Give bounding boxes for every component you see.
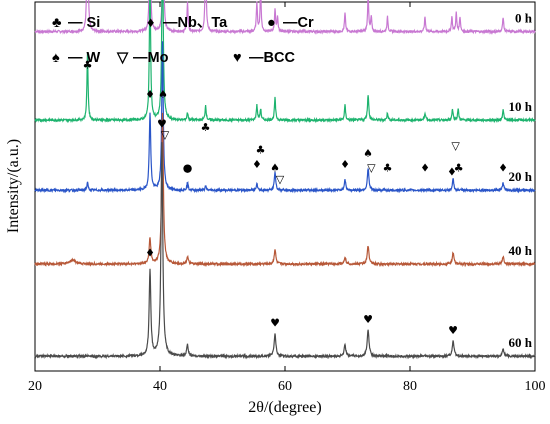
peak-marker-0-4: ● bbox=[183, 162, 193, 175]
legend-label-5: —BCC bbox=[249, 50, 295, 66]
peak-marker-0-1: ♦ bbox=[145, 88, 155, 101]
series-line-2 bbox=[34, 41, 536, 194]
peak-marker-0-16: ▽ bbox=[451, 140, 460, 153]
x-axis-label: 2θ/(degree) bbox=[248, 399, 321, 416]
peak-marker-0-14: ♦ bbox=[420, 162, 430, 175]
peak-marker-0-2: ♠ bbox=[158, 88, 168, 101]
x-tick-label-1: 40 bbox=[153, 379, 167, 394]
peak-marker-4-3: ♥ bbox=[363, 313, 373, 326]
peak-marker-4-1: ♥ bbox=[157, 118, 167, 131]
legend-symbol-1: ♦ bbox=[147, 15, 154, 31]
y-axis-label: Intensity/(a.u.) bbox=[5, 139, 22, 233]
peak-marker-0-6: ♦ bbox=[252, 158, 262, 171]
peak-marker-0-11: ♠ bbox=[363, 147, 373, 160]
peak-marker-0-8: ♠ bbox=[270, 162, 280, 175]
series-line-1 bbox=[34, 0, 536, 124]
peak-marker-0-10: ♦ bbox=[340, 158, 350, 171]
series-label-2: 20 h bbox=[509, 169, 533, 184]
legend-label-4: —Mo bbox=[133, 50, 169, 66]
legend-symbol-0: ♣ bbox=[52, 15, 62, 31]
series-label-3: 40 h bbox=[509, 243, 533, 258]
peak-markers: ♣♦ ♠▽●♣♦♣♠▽♦♠▽ ♣ ♦ ♦▽♣ ♦♦♥♥ ♥♥ bbox=[83, 58, 508, 337]
legend: ♣ — Si ♦ —Nb、Ta ● —Cr ♠ — W ▽ —Mo ♥ —BCC bbox=[52, 15, 314, 66]
legend-symbol-4: ▽ bbox=[116, 50, 129, 66]
series-line-3 bbox=[34, 112, 536, 268]
peak-marker-0-5: ♣ bbox=[201, 121, 211, 134]
peak-marker-0-9: ▽ bbox=[276, 173, 285, 186]
series-line-0 bbox=[34, 0, 536, 35]
legend-symbol-5: ♥ bbox=[233, 50, 242, 66]
series-line-4 bbox=[34, 142, 536, 360]
peak-marker-0-15: ♦ bbox=[447, 165, 457, 178]
series-label-1: 10 h bbox=[509, 99, 533, 114]
x-tick-label-2: 60 bbox=[278, 379, 292, 394]
peak-marker-0-18: ♦ bbox=[498, 162, 508, 175]
peak-marker-0-13: ♣ bbox=[383, 162, 393, 175]
peak-marker-0-3: ▽ bbox=[161, 129, 170, 142]
x-axis-ticks: 20 40 60 80 100 bbox=[28, 2, 546, 394]
peak-marker-0-0: ♣ bbox=[83, 58, 93, 71]
peak-marker-0-12: ▽ bbox=[367, 162, 376, 175]
series-label-0: 0 h bbox=[515, 10, 533, 25]
peak-marker-4-2: ♥ bbox=[270, 317, 280, 330]
peak-marker-0-7: ♣ bbox=[256, 143, 266, 156]
legend-symbol-2: ● bbox=[267, 15, 276, 31]
x-tick-label-0: 20 bbox=[28, 379, 42, 394]
peak-marker-4-0: ♦ bbox=[145, 247, 155, 260]
peak-marker-4-4: ♥ bbox=[448, 324, 458, 337]
peak-marker-0-17: ♣ bbox=[454, 162, 464, 175]
legend-label-0: — Si bbox=[68, 15, 100, 31]
legend-label-2: —Cr bbox=[283, 15, 314, 31]
legend-label-3: — W bbox=[68, 50, 101, 66]
legend-label-1: —Nb、Ta bbox=[163, 15, 228, 31]
series-layer: 0 h 10 h 20 h 40 h 60 h bbox=[34, 0, 536, 360]
x-tick-label-3: 80 bbox=[403, 379, 417, 394]
x-tick-label-4: 100 bbox=[525, 379, 546, 394]
series-label-4: 60 h bbox=[509, 335, 533, 350]
legend-symbol-3: ♠ bbox=[52, 50, 60, 66]
